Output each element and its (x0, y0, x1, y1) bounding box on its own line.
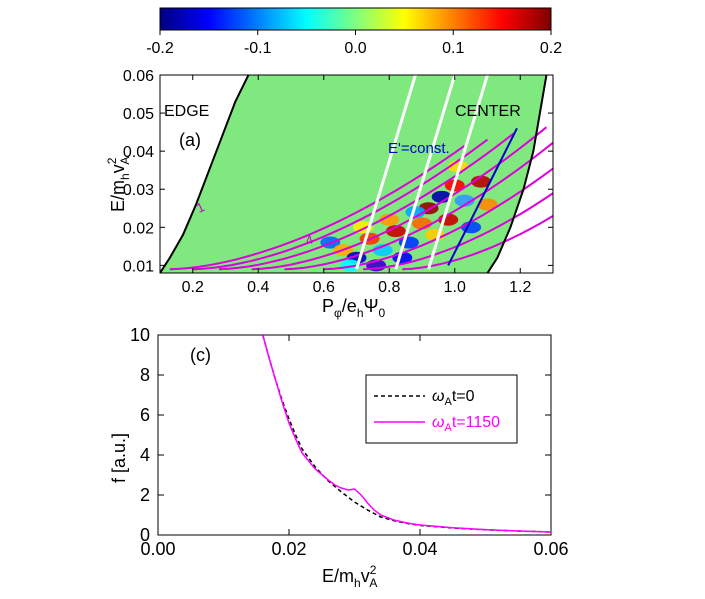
panel-c-ylabel: f [a.u.] (109, 433, 129, 483)
outside-region-right (487, 75, 553, 273)
orbit-curve (402, 214, 553, 271)
colorbar-tick-label: 0.1 (442, 40, 464, 57)
panel-a-ylabel: E/mhv2A (105, 157, 132, 212)
colorbar: -0.2 -0.1 0.0 0.1 0.2 (146, 7, 562, 57)
x-tick-label: 0.6 (313, 279, 335, 296)
x-tick-label: 0.2 (182, 279, 204, 296)
orbit-curve (251, 126, 548, 271)
colorbar-tick-label: -0.1 (244, 40, 272, 57)
x-tick-label: 0.8 (378, 279, 400, 296)
center-boundary-line (486, 75, 548, 273)
panel-a-ticks: 0.2 0.4 0.6 0.8 1.0 1.2 0.01 0.02 0.03 0.04 0.05 0.… (123, 68, 553, 296)
heatmap-cell (339, 259, 360, 272)
y-tick-label: 6 (140, 405, 150, 425)
x-tick-label: 0.04 (402, 539, 437, 559)
y-tick-label: 2 (140, 485, 150, 505)
panel-a-xlabel: Pφ/ehΨ0 (322, 296, 386, 320)
y-tick-label: 10 (130, 325, 150, 345)
heatmap-cell (470, 175, 491, 188)
y-tick-label: 0.06 (123, 68, 154, 85)
colorbar-tick-label: 0.2 (540, 40, 562, 57)
x-tick-label: 1.0 (444, 279, 466, 296)
panel-c-series (262, 335, 551, 533)
econst-line (447, 127, 518, 266)
heatmap-cell (379, 213, 400, 226)
orbit-curve (169, 144, 466, 271)
colorbar-tick-label: 0.0 (344, 40, 366, 57)
legend-box (365, 374, 518, 444)
y-tick-label: 0.01 (123, 258, 154, 275)
panel-a: 0.2 0.4 0.6 0.8 1.0 1.2 0.01 0.02 0.03 0.04 0.05 0.… (105, 68, 554, 320)
panel-c-label: (c) (190, 345, 211, 365)
resonance-line (427, 75, 489, 270)
heatmap-cell (385, 225, 406, 238)
y-tick-label: 8 (140, 365, 150, 385)
x-tick-label: 0.00 (140, 539, 175, 559)
resonance-line (355, 75, 417, 270)
resonance-line (394, 75, 457, 270)
heatmap-cell (454, 194, 475, 207)
colorbar-ticks: -0.2 -0.1 0.0 0.1 0.2 (146, 30, 562, 57)
colorbar-tick-label: -0.2 (146, 40, 174, 57)
y-tick-label: 4 (140, 445, 150, 465)
x-tick-label: 1.2 (509, 279, 531, 296)
x-tick-label: 0.4 (247, 279, 269, 296)
orbit-4-label: 4 (304, 232, 315, 248)
x-tick-label: 0.02 (271, 539, 306, 559)
orbit-curve (363, 191, 553, 271)
orbit-curve (218, 132, 515, 271)
series-line-1 (262, 335, 551, 533)
legend-label-t0: ωAt=0 (432, 388, 475, 408)
panel-c-xlabel: E/mhv2 A (322, 563, 377, 590)
panel-a-frame (159, 74, 554, 274)
colorbar-gradient (159, 7, 552, 31)
legend: ωAt=0 ωAt=1150 (365, 374, 518, 444)
heatmap-cell (372, 244, 393, 257)
boundary-lines (160, 75, 548, 273)
panel-c: 0.00 0.02 0.04 0.06 0 2 4 6 8 10 (c) ωAt=0 ωAt=11… (109, 325, 569, 590)
center-annotation: CENTER (455, 103, 521, 120)
x-tick-label: 0.06 (533, 539, 568, 559)
legend-label-t1150: ωAt=1150 (432, 414, 500, 434)
heatmap-cell (477, 198, 498, 211)
panel-c-ticks: 0.00 0.02 0.04 0.06 0 2 4 6 8 10 (130, 325, 569, 559)
y-tick-label: 0.03 (123, 182, 154, 199)
y-tick-label: 0.05 (123, 106, 154, 123)
y-tick-label: 0.04 (123, 144, 154, 161)
y-tick-label: 0 (140, 525, 150, 545)
edge-boundary-line (160, 75, 250, 273)
panel-a-label: (a) (179, 130, 201, 150)
edge-annotation: EDGE (164, 103, 209, 120)
orbit-curve (192, 138, 489, 271)
econst-annotation: E'=const. (388, 140, 450, 157)
y-tick-label: 0.02 (123, 220, 154, 237)
